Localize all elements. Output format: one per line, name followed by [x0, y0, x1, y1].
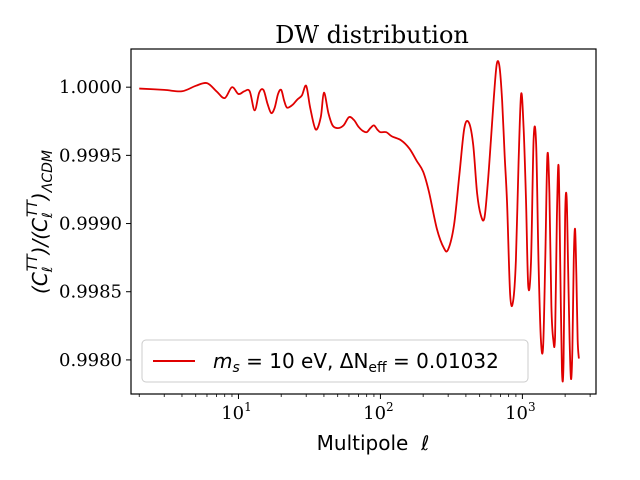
legend-label: ms = 10 eV, ΔNeff = 0.01032 [213, 349, 499, 376]
svg-text:(CℓTT)/(CℓTT)ΛCDM: (CℓTT)/(CℓTT)ΛCDM [25, 150, 56, 294]
y-tick-label: 1.0000 [59, 77, 122, 98]
chart-title: DW distribution [275, 21, 469, 49]
x-tick-label: 103 [505, 400, 536, 424]
x-tick-label: 102 [363, 400, 394, 424]
x-axis-ticks: 101 102 103 [138, 394, 591, 424]
y-tick-label: 0.9990 [59, 214, 122, 235]
legend-box [141, 339, 529, 383]
y-axis-ticks: 0.9980 0.9985 0.9990 0.9995 1.0000 [59, 77, 131, 371]
y-tick-label: 0.9985 [59, 282, 122, 303]
series-line-ms-10ev [139, 60, 580, 383]
x-tick-label: 101 [221, 400, 252, 424]
y-tick-label: 0.9995 [59, 145, 122, 166]
y-tick-label: 0.9980 [59, 350, 122, 371]
x-axis-label: Multipole ℓ [317, 431, 430, 455]
y-axis-label: (CℓTT)/(CℓTT)ΛCDM [25, 150, 56, 294]
legend: ms = 10 eV, ΔNeff = 0.01032 [141, 339, 529, 383]
plot-area-frame [130, 48, 597, 395]
